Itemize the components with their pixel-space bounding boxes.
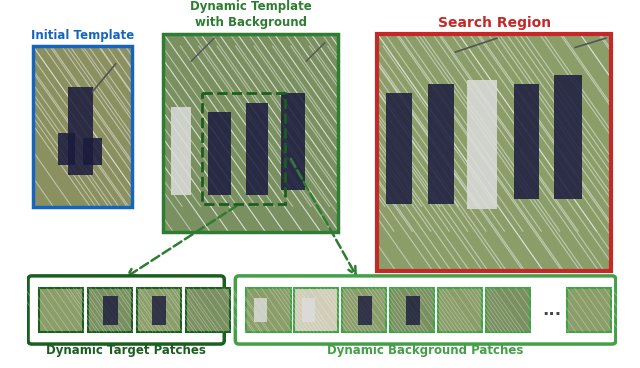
Bar: [513, 84, 540, 199]
Text: Dynamic Background Patches: Dynamic Background Patches: [327, 344, 524, 357]
Bar: [254, 298, 267, 322]
Bar: [467, 79, 497, 209]
Bar: [186, 288, 230, 332]
Bar: [377, 33, 611, 271]
Bar: [438, 288, 482, 332]
Bar: [406, 296, 420, 325]
Bar: [294, 288, 339, 332]
Bar: [83, 138, 102, 165]
Text: Dynamic Template
with Background: Dynamic Template with Background: [190, 0, 312, 29]
Bar: [554, 75, 582, 199]
Bar: [152, 296, 166, 325]
Bar: [282, 93, 305, 190]
Bar: [58, 133, 75, 165]
Text: ...: ...: [542, 301, 561, 319]
Bar: [390, 288, 435, 332]
Bar: [171, 107, 191, 195]
Bar: [163, 33, 339, 232]
Bar: [88, 288, 132, 332]
Bar: [302, 298, 315, 322]
Text: Dynamic Target Patches: Dynamic Target Patches: [46, 344, 206, 357]
Text: Search Region: Search Region: [438, 16, 551, 30]
Bar: [377, 33, 611, 271]
Bar: [33, 46, 132, 207]
Bar: [33, 46, 132, 207]
Bar: [358, 296, 372, 325]
Bar: [39, 288, 83, 332]
Bar: [486, 288, 530, 332]
Bar: [567, 288, 611, 332]
FancyBboxPatch shape: [236, 276, 616, 344]
Bar: [387, 93, 412, 204]
Bar: [163, 33, 339, 232]
Bar: [246, 103, 269, 195]
Bar: [246, 288, 291, 332]
Bar: [202, 93, 285, 204]
Bar: [342, 288, 387, 332]
Bar: [68, 87, 93, 174]
Bar: [208, 112, 230, 195]
Text: Initial Template: Initial Template: [31, 29, 134, 42]
FancyBboxPatch shape: [28, 276, 224, 344]
Bar: [428, 84, 454, 204]
Bar: [137, 288, 181, 332]
Bar: [104, 296, 118, 325]
